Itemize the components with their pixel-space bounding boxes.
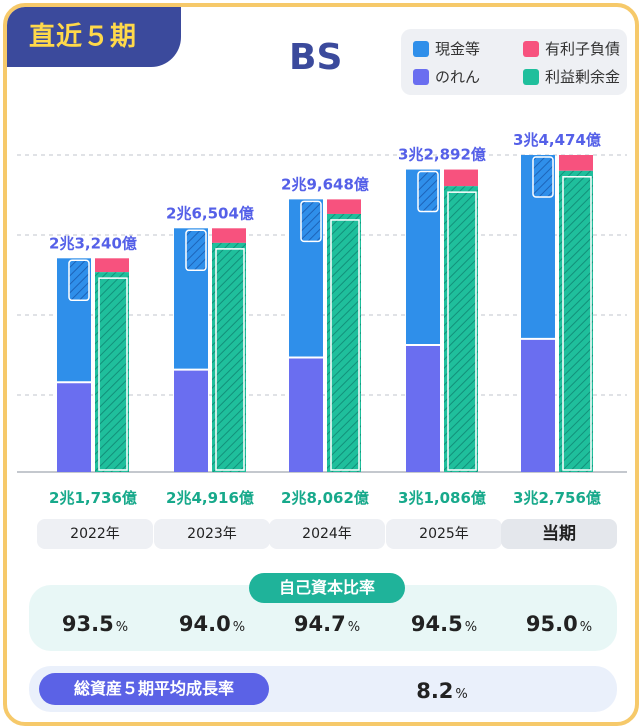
goodwill-bar-2 — [289, 357, 323, 472]
debt-swatch — [523, 41, 539, 57]
retained-bar-3 — [444, 186, 478, 472]
growth-title: 総資産５期平均成長率 — [39, 673, 269, 705]
debt-bar-2 — [327, 199, 361, 214]
cash-hatch-1 — [185, 229, 207, 272]
legend-label-cash: 現金等 — [435, 40, 481, 58]
debt-bar-0 — [95, 258, 129, 273]
debt-bar-1 — [212, 228, 246, 243]
total-assets-label-2: 2兆9,648億 — [281, 175, 369, 193]
cash-hatch-3 — [417, 170, 439, 213]
retained-bar-1 — [212, 242, 246, 472]
value-labels: 2兆3,240億 2兆1,736億 2兆6,504億 2兆4,916億 2兆9,648億… — [49, 131, 601, 507]
retained-label-3: 3兆1,086億 — [398, 489, 486, 507]
total-assets-label-0: 2兆3,240億 — [49, 234, 137, 252]
legend-label-debt: 有利子負債 — [545, 40, 621, 58]
legend-label-retained: 利益剰余金 — [545, 68, 621, 86]
retained-label-1: 2兆4,916億 — [166, 489, 254, 507]
equity-ratio-current: 95.0% — [525, 612, 593, 636]
cash-hatch-2 — [300, 200, 322, 243]
equity-ratio-2024: 94.7% — [293, 612, 361, 636]
year-label-current: 当期 — [501, 519, 617, 549]
cash-hatch-4 — [532, 156, 554, 198]
year-label-2024: 2024年 — [269, 519, 385, 549]
total-assets-label-4: 3兆4,474億 — [513, 131, 601, 149]
total-assets-label-1: 2兆6,504億 — [166, 204, 254, 222]
chart-title: BS — [289, 37, 343, 78]
goodwill-bar-3 — [406, 344, 440, 472]
retained-bar-0 — [95, 272, 129, 472]
cash-swatch — [413, 41, 429, 57]
equity-ratio-2025: 94.5% — [410, 612, 478, 636]
goodwill-bar-1 — [174, 369, 208, 472]
legend-label-goodwill: のれん — [435, 68, 481, 86]
retained-inner-0 — [98, 277, 128, 471]
equity-ratio-title: 自己資本比率 — [249, 573, 405, 603]
goodwill-bar-4 — [521, 338, 555, 472]
retained-label-0: 2兆1,736億 — [49, 489, 137, 507]
bars — [57, 155, 593, 472]
retained-inner-3 — [447, 191, 477, 471]
year-label-2022: 2022年 — [37, 519, 153, 549]
cash-hatch-0 — [68, 259, 90, 302]
retained-label-2: 2兆8,062億 — [281, 489, 369, 507]
retained-swatch — [523, 69, 539, 85]
bs-card: 直近５期 BS 現金等 有利子負債 のれん 利益剰余金 — [3, 3, 639, 726]
goodwill-swatch — [413, 69, 429, 85]
equity-ratio-2022: 93.5% — [61, 612, 129, 636]
retained-inner-4 — [562, 176, 592, 471]
debt-bar-4 — [559, 155, 593, 171]
retained-inner-2 — [330, 219, 360, 471]
year-label-2023: 2023年 — [154, 519, 270, 549]
growth-value: 8.2% — [416, 679, 468, 703]
goodwill-bar-0 — [57, 382, 91, 472]
debt-bar-3 — [444, 169, 478, 187]
retained-label-4: 3兆2,756億 — [513, 489, 601, 507]
equity-ratio-2023: 94.0% — [178, 612, 246, 636]
retained-inner-1 — [215, 248, 245, 471]
retained-bar-4 — [559, 170, 593, 472]
period-badge: 直近５期 — [7, 7, 181, 67]
legend: 現金等 有利子負債 のれん 利益剰余金 — [401, 29, 627, 95]
bs-chart: 2兆3,240億 2兆1,736億 2兆6,504億 2兆4,916億 2兆9,648億… — [17, 131, 627, 507]
year-label-2025: 2025年 — [386, 519, 502, 549]
total-assets-label-3: 3兆2,892億 — [398, 146, 486, 164]
retained-bar-2 — [327, 213, 361, 472]
